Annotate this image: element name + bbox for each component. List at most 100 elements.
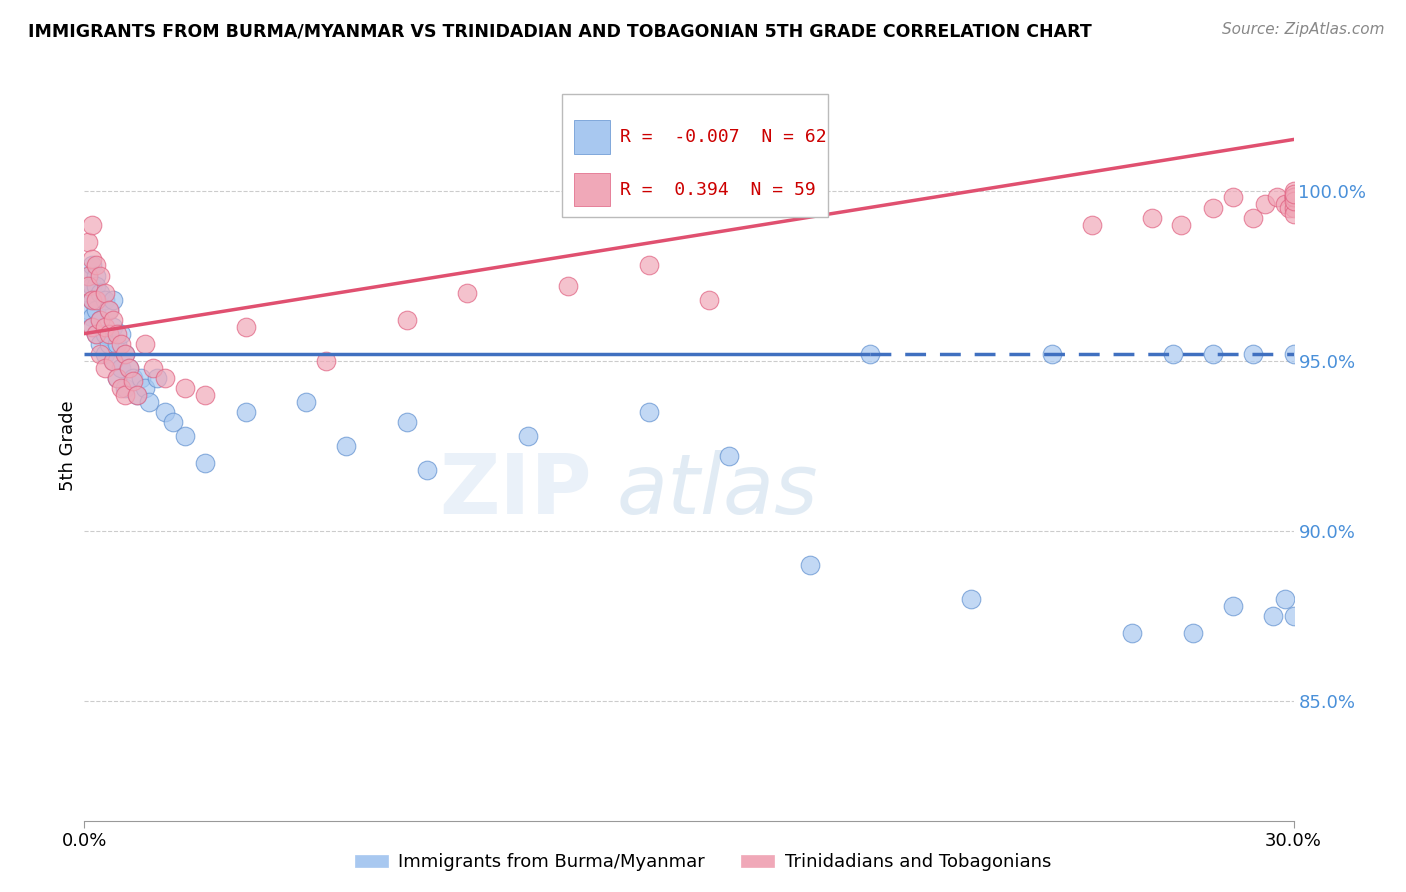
Point <box>637 259 659 273</box>
Point <box>142 360 165 375</box>
Point <box>118 360 141 375</box>
Point <box>516 429 538 443</box>
Point <box>1282 201 1305 215</box>
Point <box>1282 186 1305 201</box>
Point <box>138 394 160 409</box>
Point <box>86 268 108 283</box>
Point <box>105 371 128 385</box>
Text: IMMIGRANTS FROM BURMA/MYANMAR VS TRINIDADIAN AND TOBAGONIAN 5TH GRADE CORRELATIO: IMMIGRANTS FROM BURMA/MYANMAR VS TRINIDA… <box>28 22 1092 40</box>
Point <box>118 360 141 375</box>
Y-axis label: 5th Grade: 5th Grade <box>59 401 77 491</box>
Point <box>1202 201 1225 215</box>
Text: R =  -0.007  N = 62: R = -0.007 N = 62 <box>620 128 827 146</box>
Point <box>110 381 132 395</box>
Point <box>97 336 120 351</box>
Point <box>1181 626 1204 640</box>
Point <box>395 415 418 429</box>
Point <box>101 354 124 368</box>
Point <box>86 326 108 341</box>
Point <box>315 354 337 368</box>
Point <box>125 388 148 402</box>
Point <box>121 371 143 385</box>
Point <box>134 381 156 395</box>
Point <box>93 347 115 361</box>
Point <box>110 336 132 351</box>
Point <box>105 326 128 341</box>
Point <box>86 259 108 273</box>
Point <box>82 252 104 266</box>
Point <box>86 326 108 341</box>
Point <box>93 319 115 334</box>
Point <box>1254 197 1277 211</box>
Point <box>174 429 197 443</box>
Point <box>416 463 439 477</box>
Point <box>89 347 111 361</box>
Point <box>77 268 100 283</box>
Point <box>82 310 104 324</box>
Point <box>82 293 104 307</box>
Point <box>960 592 983 607</box>
Point <box>77 302 100 317</box>
Point <box>1222 190 1244 204</box>
Point <box>121 374 143 388</box>
Point <box>82 293 104 307</box>
Point <box>295 394 318 409</box>
Point <box>1278 201 1301 215</box>
Point <box>1202 347 1225 361</box>
Point <box>194 388 217 402</box>
Point <box>125 388 148 402</box>
Point <box>1282 190 1305 204</box>
Point <box>1142 211 1164 225</box>
Point <box>101 319 124 334</box>
Point <box>1282 184 1305 198</box>
Point <box>110 326 132 341</box>
FancyBboxPatch shape <box>574 172 610 206</box>
Point <box>97 302 120 317</box>
Point <box>153 405 176 419</box>
Point <box>1263 609 1285 624</box>
Point <box>114 347 136 361</box>
Point <box>718 449 741 463</box>
Point <box>153 371 176 385</box>
Point <box>89 313 111 327</box>
Point <box>1040 347 1063 361</box>
Point <box>89 336 111 351</box>
Point <box>1282 609 1305 624</box>
Point <box>162 415 184 429</box>
Point <box>82 279 104 293</box>
Point <box>93 360 115 375</box>
Point <box>1161 347 1184 361</box>
Point <box>86 302 108 317</box>
Point <box>93 326 115 341</box>
FancyBboxPatch shape <box>574 120 610 153</box>
Point <box>637 405 659 419</box>
Point <box>146 371 169 385</box>
Point <box>456 285 478 300</box>
Point <box>1241 211 1264 225</box>
Point <box>101 293 124 307</box>
Point <box>89 285 111 300</box>
Point <box>395 313 418 327</box>
Point <box>82 319 104 334</box>
Point <box>174 381 197 395</box>
Point <box>82 218 104 232</box>
Point <box>105 336 128 351</box>
Point <box>1282 347 1305 361</box>
Point <box>1282 194 1305 208</box>
Point <box>1274 592 1296 607</box>
Text: Source: ZipAtlas.com: Source: ZipAtlas.com <box>1222 22 1385 37</box>
Point <box>1222 599 1244 613</box>
Point <box>93 285 115 300</box>
Point <box>1267 190 1289 204</box>
Point <box>101 313 124 327</box>
Point <box>235 319 257 334</box>
Point <box>97 302 120 317</box>
Point <box>1241 347 1264 361</box>
Point <box>235 405 257 419</box>
Point <box>1081 218 1104 232</box>
Point <box>697 293 720 307</box>
Point <box>93 293 115 307</box>
Point <box>101 354 124 368</box>
Point <box>86 293 108 307</box>
Point <box>1121 626 1143 640</box>
